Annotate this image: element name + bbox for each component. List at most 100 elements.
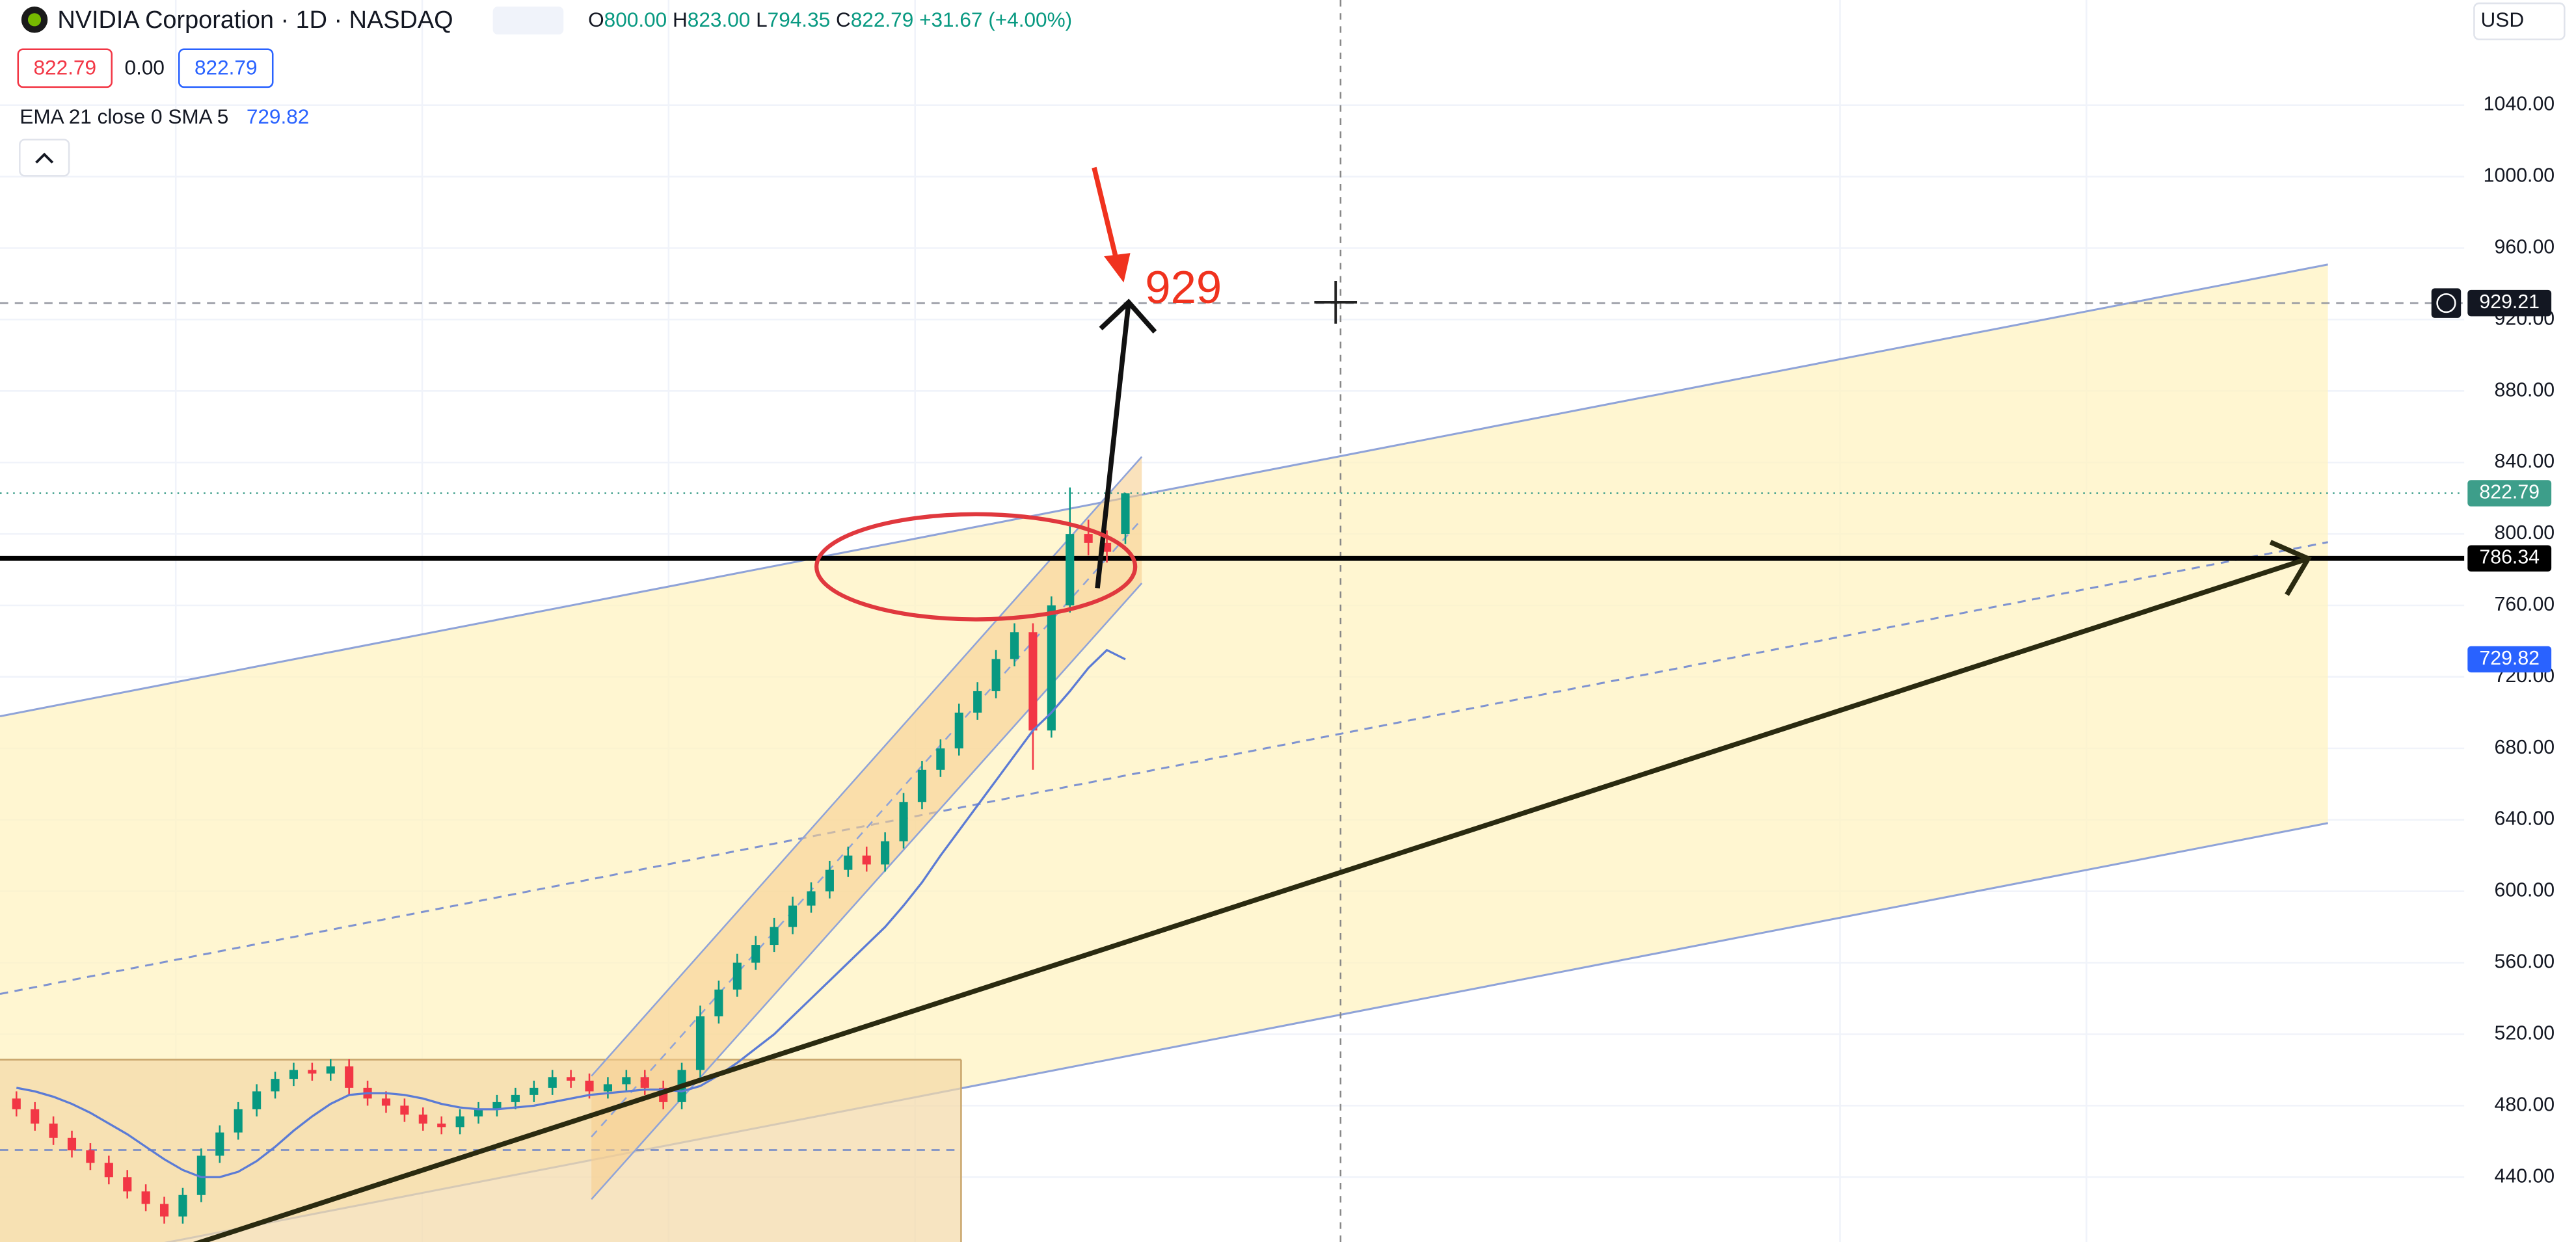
y-tick-label: 840.00: [2495, 451, 2555, 472]
add-button: [2431, 288, 2462, 318]
candle-body: [49, 1123, 58, 1138]
trend-arrow: [193, 556, 2309, 1242]
price-label-box: [2467, 545, 2552, 572]
candle-body: [640, 1077, 649, 1088]
price-label: 822.79: [2479, 482, 2540, 503]
sell-button[interactable]: [17, 48, 113, 88]
candle-body: [326, 1066, 335, 1074]
candle-body: [973, 691, 982, 713]
candle-body: [31, 1109, 40, 1124]
candle-body: [474, 1109, 483, 1116]
candle-body: [844, 855, 853, 870]
candle-body: [732, 962, 742, 990]
header: NVIDIA Corporation · 1D · NASDAQ O800.00…: [17, 2, 2566, 177]
currency: USD: [2481, 8, 2525, 31]
candle-body: [825, 869, 834, 892]
candle-body: [567, 1077, 576, 1081]
target-arrow: [1095, 302, 1131, 588]
currency-button[interactable]: [2473, 2, 2566, 40]
sell-price: 822.79: [33, 55, 96, 79]
candle-body: [1028, 632, 1038, 731]
steep-mid: [591, 518, 1143, 1138]
candle-body: [345, 1066, 354, 1088]
highlight-circle: [814, 512, 1138, 622]
ohlc-value: 794.35: [768, 8, 831, 31]
candle-body: [862, 855, 871, 865]
candle-body: [1084, 534, 1093, 543]
drawings: [0, 0, 2328, 1242]
ohlc-label: L: [756, 8, 768, 31]
channel-fill: [0, 264, 2328, 1242]
candle-body: [178, 1195, 187, 1217]
candle-body: [917, 769, 927, 802]
y-tick-label: 640.00: [2495, 808, 2555, 830]
price-label-box: [2467, 646, 2552, 673]
y-tick-label: 480.00: [2495, 1094, 2555, 1115]
channel-mid: [0, 541, 2328, 995]
toggle[interactable]: [492, 7, 564, 35]
candles: [12, 487, 1130, 1224]
candle-body: [234, 1109, 243, 1133]
candle-body: [603, 1084, 613, 1092]
ohlc-label: C: [836, 8, 851, 31]
candle-body: [511, 1094, 520, 1102]
candle-body: [695, 1016, 705, 1070]
candle-body: [381, 1098, 391, 1106]
price-label: 929.21: [2479, 291, 2540, 313]
candle-body: [455, 1116, 464, 1128]
indicator[interactable]: EMA 21 close 0 SMA 5: [20, 105, 228, 128]
annotations: 929: [193, 166, 2312, 1242]
candle-body: [1010, 632, 1019, 659]
y-tick-label: 600.00: [2495, 880, 2555, 901]
candle-body: [437, 1123, 446, 1128]
ohlc: O800.00 H823.00 L794.35 C822.79 +31.67 (…: [588, 8, 1072, 31]
candle-body: [899, 802, 908, 841]
ohlc-label: O: [588, 8, 604, 31]
candle-body: [1047, 605, 1056, 731]
annotation: 929: [1145, 261, 1222, 313]
y-tick-label: 760.00: [2495, 594, 2555, 615]
buy-button[interactable]: [178, 48, 274, 88]
candle-body: [12, 1098, 21, 1109]
candle-body: [714, 989, 723, 1016]
logo: [27, 13, 42, 27]
target-arrow-head: [1099, 298, 1157, 334]
candle-body: [954, 712, 963, 748]
candle-body: [141, 1191, 150, 1204]
ohlc-value: 800.00: [604, 8, 667, 31]
candle-body: [788, 905, 798, 927]
collapse-button[interactable]: [19, 139, 70, 177]
candle-body: [67, 1137, 77, 1151]
candle-body: [289, 1070, 299, 1079]
red-arrow-head: [1104, 253, 1131, 283]
channel-upper: [0, 263, 2328, 718]
candle-body: [492, 1102, 502, 1109]
price-label: 786.34: [2479, 547, 2540, 568]
price-label-box: [2467, 289, 2552, 317]
candle-body: [252, 1091, 262, 1109]
candle-body: [751, 945, 760, 963]
ohlc-value: 822.79: [851, 8, 914, 31]
candle-body: [548, 1077, 557, 1088]
price-label-box: [2467, 480, 2552, 507]
price-axis: [2464, 0, 2576, 1242]
candle-body: [86, 1150, 95, 1163]
chevron: [35, 152, 54, 164]
candle-body: [123, 1177, 132, 1192]
candle-body: [400, 1105, 409, 1115]
candle-body: [807, 891, 816, 906]
candle-body: [271, 1079, 280, 1092]
spread: 0.00: [125, 55, 165, 79]
axis-labels: 440.00 480.00 520.00 560.00 600.00 640.00 680.…: [2431, 94, 2555, 1187]
trend-arrow-head: [2269, 540, 2312, 596]
indicator-value: 729.82: [247, 105, 310, 128]
y-tick-label: 800.00: [2495, 522, 2555, 544]
price-label: 729.82: [2479, 648, 2540, 669]
candle-body: [936, 748, 945, 770]
symbol-title[interactable]: NVIDIA Corporation · 1D · NASDAQ: [57, 7, 453, 34]
red-arrow: [1092, 166, 1120, 264]
candle-body: [1121, 493, 1130, 535]
candle-body: [622, 1077, 631, 1085]
